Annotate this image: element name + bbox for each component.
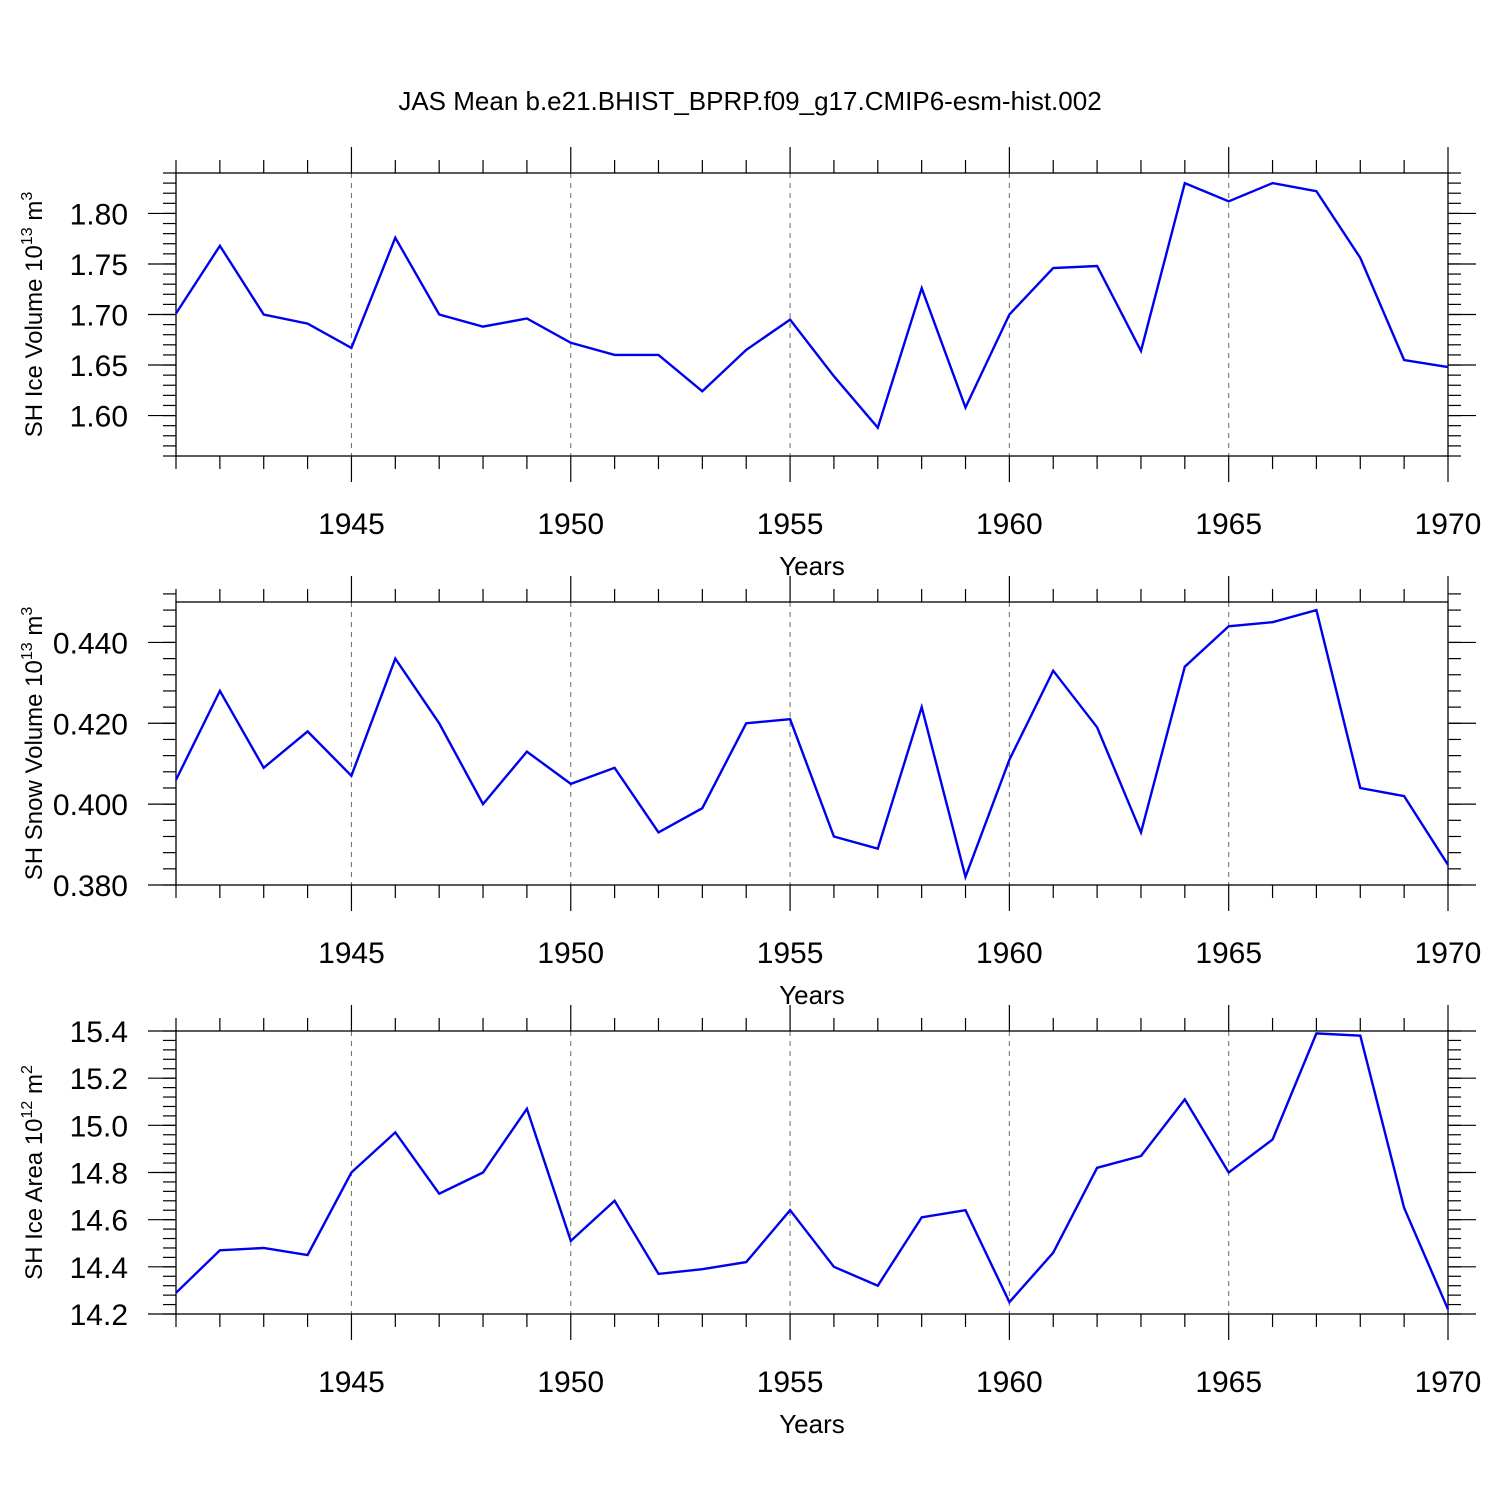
panel-1: 1.60 1.65 1.70 1.75 1.80 1945 1950 1955 1960 1965…	[19, 147, 1481, 581]
x-axis-label: Years	[779, 980, 845, 1010]
plot-frame	[175, 172, 1449, 457]
y-axis-label: SH Ice Area 1012 m2	[19, 1065, 48, 1280]
x-tick-label: 1970	[1415, 937, 1482, 970]
plot-frame	[175, 601, 1449, 886]
x-tick-label: 1945	[318, 937, 385, 970]
figure-title: JAS Mean b.e21.BHIST_BPRP.f09_g17.CMIP6-…	[398, 86, 1101, 116]
y-tick-label: 1.75	[70, 249, 128, 282]
series-line	[174, 608, 1450, 881]
y-tick-label: 1.60	[70, 401, 128, 434]
y-axis-label: SH Snow Volume 1013 m3	[19, 607, 48, 881]
series-line	[175, 1032, 1450, 1310]
x-tick-label: 1965	[1195, 1366, 1262, 1399]
x-tick-label: 1950	[537, 508, 604, 541]
x-tick-label: 1955	[757, 508, 824, 541]
x-axis-label: Years	[779, 1409, 845, 1439]
y-tick-label: 1.65	[70, 350, 128, 383]
x-tick-label: 1965	[1195, 937, 1262, 970]
x-tick-label: 1945	[318, 1366, 385, 1399]
panel-3: 14.2 14.4 14.6 14.8 15.0 15.2 15.4 1945 1950 1955…	[19, 1005, 1481, 1439]
x-tick-label: 1960	[976, 1366, 1043, 1399]
y-axis-label: SH Ice Volume 1013 m3	[19, 192, 48, 438]
x-tick-label: 1955	[757, 1366, 824, 1399]
y-tick-label: 0.400	[53, 789, 128, 822]
x-tick-label: 1970	[1415, 1366, 1482, 1399]
x-tick-label: 1945	[318, 508, 385, 541]
y-tick-label: 1.80	[70, 198, 128, 231]
series-line	[174, 181, 1449, 431]
y-tick-label: 0.440	[53, 627, 128, 660]
panels: 1.60 1.65 1.70 1.75 1.80 1945 1950 1955 1960 1965…	[19, 147, 1481, 1439]
y-tick-label: 15.0	[70, 1110, 128, 1143]
y-tick-label: 0.380	[53, 870, 128, 903]
x-tick-label: 1970	[1415, 508, 1482, 541]
y-tick-label: 14.4	[70, 1252, 128, 1285]
x-tick-label: 1960	[976, 508, 1043, 541]
y-tick-label: 15.2	[70, 1063, 128, 1096]
x-tick-label: 1955	[757, 937, 824, 970]
y-tick-label: 14.8	[70, 1158, 128, 1191]
x-tick-label: 1960	[976, 937, 1043, 970]
x-axis-label: Years	[779, 551, 845, 581]
plot-frame	[175, 1030, 1449, 1315]
y-tick-label: 14.6	[70, 1205, 128, 1238]
y-tick-label: 15.4	[70, 1016, 128, 1049]
y-tick-label: 14.2	[70, 1299, 128, 1332]
y-tick-label: 0.420	[53, 708, 128, 741]
x-tick-label: 1950	[537, 1366, 604, 1399]
x-tick-label: 1965	[1195, 508, 1262, 541]
x-tick-label: 1950	[537, 937, 604, 970]
panel-2: 0.380 0.400 0.420 0.440 1945 1950 1955 1960 1965…	[19, 576, 1481, 1010]
y-tick-label: 1.70	[70, 300, 128, 333]
